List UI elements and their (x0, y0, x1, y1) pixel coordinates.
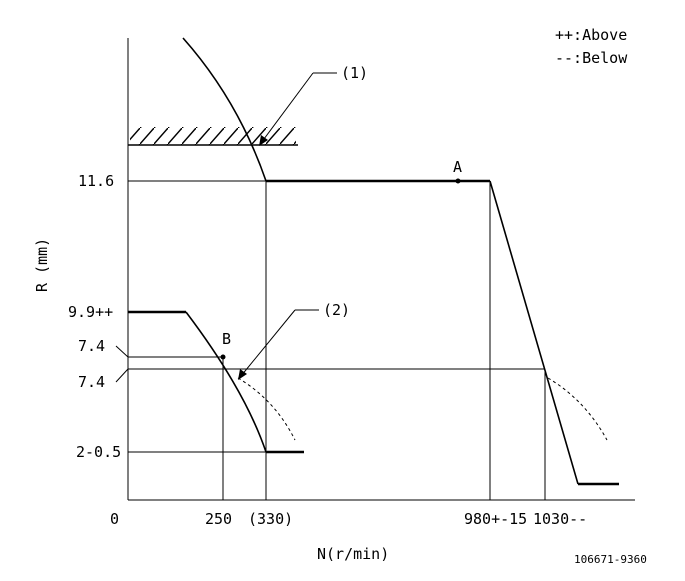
y-tick-2: 2-0.5 (76, 443, 121, 461)
drawing-number: 106671-9360 (574, 553, 647, 566)
reference-lines (115, 180, 546, 500)
y-tick-11-6: 11.6 (78, 172, 114, 190)
y-tick-7-4-b: 7.4 (78, 337, 105, 355)
y-tick-7-4-c: 7.4 (78, 373, 105, 391)
y-tick-9-9: 9.9++ (68, 303, 113, 321)
x-tick-980: 980+-15 (464, 510, 527, 528)
point-a-marker (455, 178, 461, 184)
callout-1: (1) (259, 64, 368, 146)
y-axis-label: R (mm) (33, 238, 51, 292)
stopper-hatch (128, 127, 298, 146)
point-b-label: B (222, 330, 231, 348)
full-load-curve (182, 37, 619, 486)
svg-text:(1): (1) (341, 64, 368, 82)
legend-below: --:Below (555, 49, 628, 67)
legend-above: ++:Above (555, 26, 627, 44)
dashed-curve-high (547, 377, 608, 441)
svg-text:(2): (2) (323, 301, 350, 319)
point-b-marker (220, 354, 226, 360)
x-tick-1030: 1030-- (533, 510, 587, 528)
x-tick-250: 250 (205, 510, 232, 528)
callout-2: (2) (238, 301, 350, 380)
idle-curve (128, 310, 304, 454)
dashed-curve-low (237, 377, 296, 441)
x-axis-label: N(r/min) (317, 545, 389, 563)
x-tick-0: 0 (110, 510, 119, 528)
x-tick-330: (330) (248, 510, 293, 528)
point-a-label: A (453, 158, 462, 176)
